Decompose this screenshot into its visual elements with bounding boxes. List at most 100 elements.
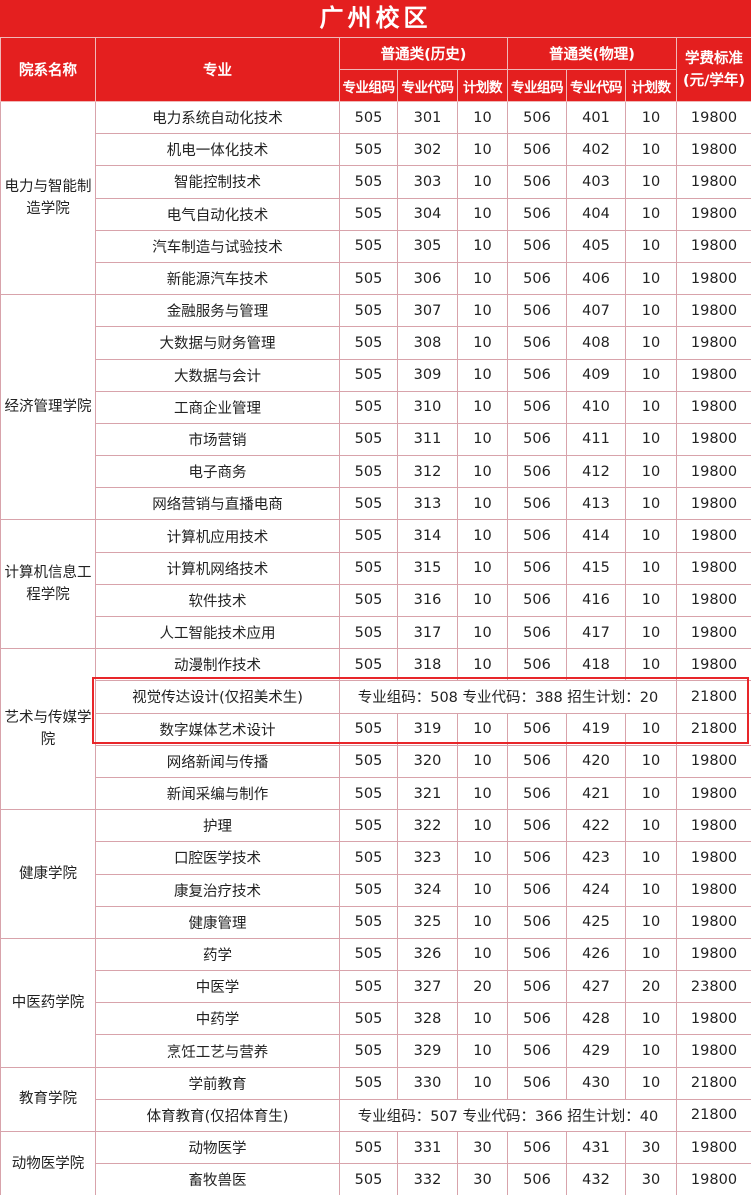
fee-cell: 19800 (676, 487, 751, 521)
fee-cell: 21800 (676, 1066, 751, 1100)
physics-code-cell: 427 (566, 970, 626, 1004)
physics-group-cell: 506 (507, 809, 567, 843)
major-cell: 金融服务与管理 (95, 294, 340, 328)
major-cell: 动物医学 (95, 1130, 340, 1165)
table-row: 软件技术 505 316 10 506 416 10 19800 (1, 583, 751, 618)
physics-code-cell: 416 (566, 583, 626, 618)
table-row: 体育教育(仅招体育生) 专业组码：507 专业代码：366 招生计划：40 2180… (1, 1098, 751, 1133)
table-row: 健康管理 505 325 10 506 425 10 19800 (1, 905, 751, 939)
history-plan-cell: 10 (457, 648, 508, 682)
physics-code-cell: 432 (566, 1163, 626, 1195)
table-row: 中医药学院 药学 505 326 10 506 426 10 19800 (0, 937, 751, 1068)
major-cell: 动漫制作技术 (95, 648, 340, 682)
major-cell: 体育教育(仅招体育生) (95, 1098, 340, 1133)
physics-code-cell: 409 (566, 358, 626, 392)
fee-cell: 19800 (676, 519, 751, 553)
table-row: 经济管理学院 金融服务与管理 505 307 10 506 407 10 19800 (0, 294, 751, 521)
physics-code-cell: 406 (566, 261, 626, 296)
physics-code-cell: 430 (566, 1066, 626, 1100)
history-group-cell: 505 (339, 390, 398, 424)
physics-group-cell: 506 (507, 905, 567, 939)
header-code-history: 专业代码 (397, 69, 458, 102)
history-plan-cell: 10 (457, 358, 508, 392)
physics-group-cell: 506 (507, 487, 567, 521)
history-code-cell: 310 (397, 390, 458, 424)
physics-group-cell: 506 (507, 165, 567, 199)
physics-plan-cell: 10 (625, 744, 677, 778)
history-group-cell: 505 (339, 1066, 398, 1100)
history-plan-cell: 10 (457, 229, 508, 263)
table-row: 计算机信息工程学院 计算机应用技术 505 314 10 506 414 10 19800 (0, 519, 751, 650)
major-cell: 学前教育 (95, 1066, 340, 1100)
table-row: 新闻采编与制作 505 321 10 506 421 10 19800 (1, 776, 751, 811)
physics-group-cell: 506 (507, 937, 567, 972)
header-plan-history: 计划数 (457, 69, 508, 102)
history-code-cell: 330 (397, 1066, 458, 1100)
major-cell: 工商企业管理 (95, 390, 340, 424)
physics-group-cell: 506 (507, 551, 567, 585)
physics-group-cell: 506 (507, 390, 567, 424)
major-cell: 康复治疗技术 (95, 873, 340, 907)
history-group-cell: 505 (339, 905, 398, 939)
physics-code-cell: 402 (566, 133, 626, 167)
history-plan-cell: 10 (457, 197, 508, 231)
major-cell: 健康管理 (95, 905, 340, 939)
major-cell: 护理 (95, 809, 340, 843)
physics-plan-cell: 10 (625, 873, 677, 907)
fee-cell: 19800 (676, 744, 751, 778)
history-group-cell: 505 (339, 873, 398, 907)
history-plan-cell: 10 (457, 133, 508, 167)
major-cell: 畜牧兽医 (95, 1163, 340, 1195)
history-plan-cell: 10 (457, 1066, 508, 1100)
history-plan-cell: 10 (457, 776, 508, 811)
fee-cell: 19800 (676, 358, 751, 392)
physics-plan-cell: 10 (625, 1066, 677, 1100)
physics-plan-cell: 10 (625, 165, 677, 199)
table-row: 烹饪工艺与营养 505 329 10 506 429 10 19800 (1, 1034, 751, 1068)
history-code-cell: 321 (397, 776, 458, 811)
dept-cell: 健康学院 (0, 809, 96, 939)
physics-code-cell: 401 (566, 100, 626, 135)
history-code-cell: 316 (397, 583, 458, 618)
physics-plan-cell: 10 (625, 358, 677, 392)
physics-plan-cell: 10 (625, 615, 677, 650)
header-history: 普通类(历史) (339, 37, 508, 70)
major-cell: 药学 (95, 937, 340, 972)
history-group-cell: 505 (339, 422, 398, 457)
fee-cell: 19800 (676, 1163, 751, 1195)
history-code-cell: 305 (397, 229, 458, 263)
major-cell: 电子商务 (95, 455, 340, 489)
major-cell: 口腔医学技术 (95, 841, 340, 875)
dept-cell: 电力与智能制造学院 (0, 100, 96, 296)
physics-group-cell: 506 (507, 100, 567, 135)
history-group-cell: 505 (339, 583, 398, 618)
table-row: 智能控制技术 505 303 10 506 403 10 19800 (1, 165, 751, 199)
history-plan-cell: 10 (457, 809, 508, 843)
physics-plan-cell: 10 (625, 1002, 677, 1036)
major-cell: 计算机应用技术 (95, 519, 340, 553)
physics-group-cell: 506 (507, 294, 567, 328)
physics-plan-cell: 10 (625, 809, 677, 843)
physics-plan-cell: 10 (625, 519, 677, 553)
header-code-physics: 专业代码 (566, 69, 626, 102)
physics-code-cell: 425 (566, 905, 626, 939)
major-cell: 电气自动化技术 (95, 197, 340, 231)
fee-cell: 21800 (676, 680, 751, 714)
history-group-cell: 505 (339, 487, 398, 521)
physics-plan-cell: 10 (625, 294, 677, 328)
physics-group-cell: 506 (507, 455, 567, 489)
physics-code-cell: 422 (566, 809, 626, 843)
fee-cell: 19800 (676, 229, 751, 263)
history-plan-cell: 10 (457, 390, 508, 424)
header-fee-line2: (元/学年) (682, 72, 746, 89)
history-group-cell: 505 (339, 229, 398, 263)
history-code-cell: 314 (397, 519, 458, 553)
history-plan-cell: 10 (457, 487, 508, 521)
physics-plan-cell: 10 (625, 100, 677, 135)
history-plan-cell: 10 (457, 1002, 508, 1036)
header-plan-physics: 计划数 (625, 69, 677, 102)
physics-group-cell: 506 (507, 519, 567, 553)
physics-plan-cell: 10 (625, 326, 677, 360)
major-cell: 中药学 (95, 1002, 340, 1036)
